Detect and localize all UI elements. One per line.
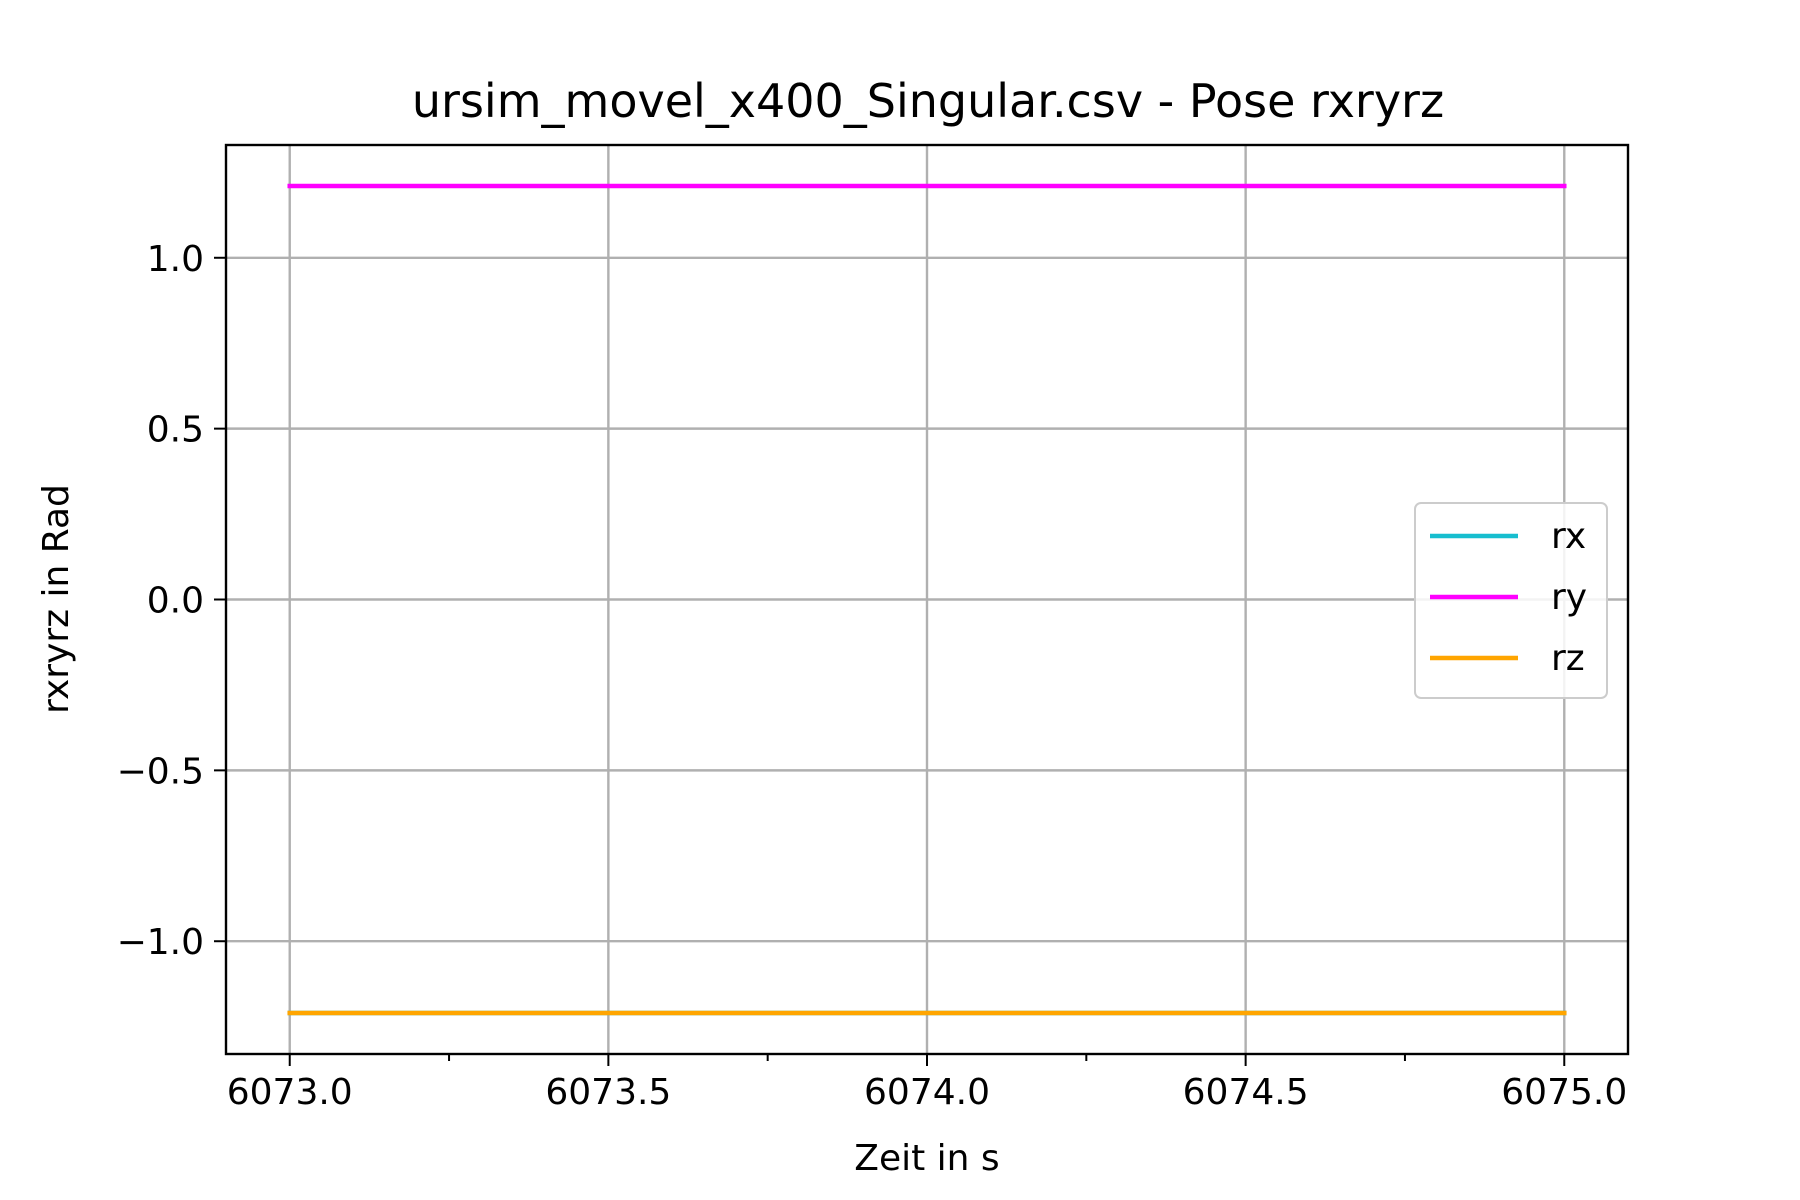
y-tick-label: 0.0 xyxy=(147,581,204,622)
x-axis-label: Zeit in s xyxy=(854,1138,999,1179)
y-tick-label: −1.0 xyxy=(117,922,204,963)
x-tick-label: 6075.0 xyxy=(1501,1072,1627,1113)
legend-label-ry: ry xyxy=(1551,577,1587,618)
legend-label-rx: rx xyxy=(1551,516,1586,557)
y-axis-label: rxryrz in Rad xyxy=(36,484,77,714)
y-axis: 1.0 0.5 0.0 −0.5 −1.0 xyxy=(117,239,226,963)
chart-title: ursim_movel_x400_Singular.csv - Pose rxr… xyxy=(412,74,1444,128)
legend-label-rz: rz xyxy=(1551,638,1585,679)
y-tick-label: −0.5 xyxy=(117,751,204,792)
legend-box xyxy=(1414,502,1608,699)
x-tick-label: 6074.0 xyxy=(864,1072,990,1113)
x-tick-label: 6073.5 xyxy=(545,1072,671,1113)
x-axis: 6073.0 6073.5 6074.0 6074.5 6075.0 xyxy=(227,1054,1627,1113)
x-tick-label: 6073.0 xyxy=(227,1072,353,1113)
legend: rx ry rz xyxy=(1414,502,1608,699)
x-tick-label: 6074.5 xyxy=(1183,1072,1309,1113)
series-layer xyxy=(287,183,1567,1016)
y-tick-label: 0.5 xyxy=(147,410,204,451)
y-tick-label: 1.0 xyxy=(147,239,204,280)
